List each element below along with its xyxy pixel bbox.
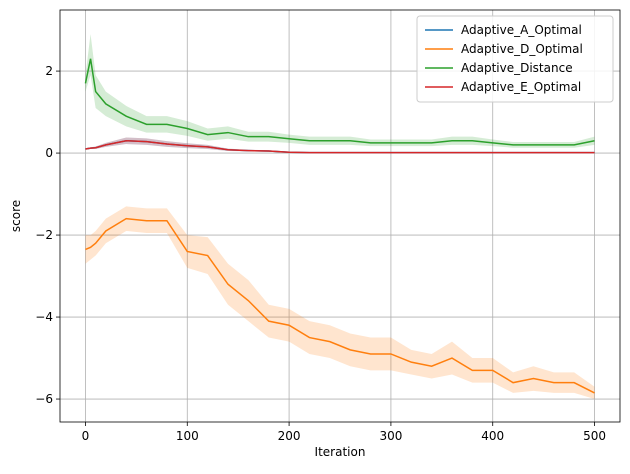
legend-label: Adaptive_A_Optimal bbox=[461, 23, 582, 37]
confidence-band bbox=[85, 137, 595, 154]
x-axis-label: Iteration bbox=[315, 445, 366, 459]
y-tick-label: −2 bbox=[35, 228, 53, 242]
y-tick-label: 2 bbox=[45, 64, 53, 78]
x-tick-label: 300 bbox=[379, 429, 402, 443]
y-tick-label: −6 bbox=[35, 392, 53, 406]
x-tick-label: 100 bbox=[176, 429, 199, 443]
confidence-band bbox=[85, 206, 595, 400]
y-axis-label: score bbox=[9, 200, 23, 232]
confidence-band bbox=[85, 137, 595, 154]
x-tick-label: 200 bbox=[278, 429, 301, 443]
series-line bbox=[85, 217, 595, 394]
y-tick-label: 0 bbox=[45, 146, 53, 160]
legend-label: Adaptive_Distance bbox=[461, 61, 573, 75]
legend-label: Adaptive_D_Optimal bbox=[461, 42, 583, 56]
plot-frame bbox=[59, 9, 621, 423]
series-line bbox=[85, 140, 595, 154]
x-tick-label: 0 bbox=[82, 429, 90, 443]
x-tick-label: 400 bbox=[481, 429, 504, 443]
x-tick-label: 500 bbox=[583, 429, 606, 443]
y-tick-label: −4 bbox=[35, 310, 53, 324]
legend-label: Adaptive_E_Optimal bbox=[461, 80, 581, 94]
series-line bbox=[84, 58, 595, 146]
legend-box bbox=[416, 15, 614, 103]
